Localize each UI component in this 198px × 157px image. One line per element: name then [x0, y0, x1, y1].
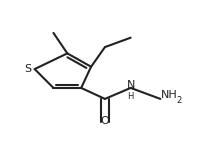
Text: 2: 2 — [177, 96, 182, 105]
Text: N: N — [127, 80, 135, 90]
Text: S: S — [24, 64, 31, 74]
Text: O: O — [101, 116, 109, 126]
Text: NH: NH — [161, 90, 178, 100]
Text: H: H — [128, 92, 134, 101]
